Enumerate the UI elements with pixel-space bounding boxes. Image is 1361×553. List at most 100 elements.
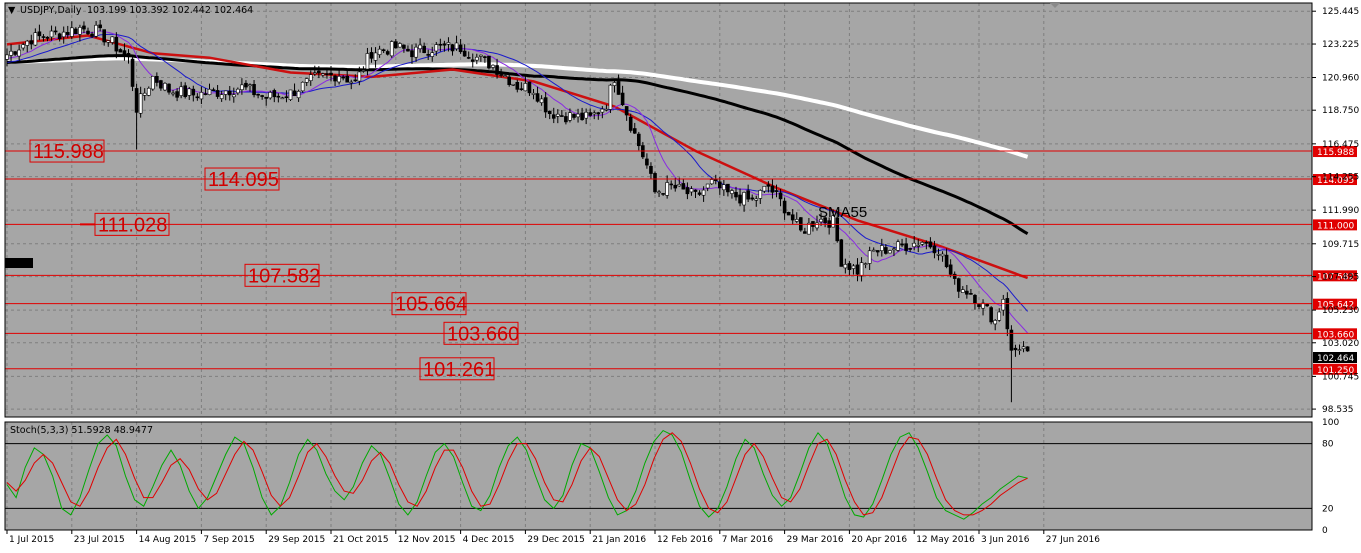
candle-body [227, 90, 232, 96]
y-tick-label: 107.495 [1322, 273, 1359, 283]
candle-body [823, 217, 827, 224]
price-axis: 125.445 123.225 120.960 118.750 116.475 114.2… [1312, 7, 1359, 415]
level-tag-box [1313, 146, 1357, 158]
candle-body [167, 83, 171, 93]
stochastic-panel[interactable] [5, 422, 1312, 530]
candle-body [924, 241, 929, 244]
candle-body [195, 96, 200, 99]
candle-body [576, 113, 580, 118]
candle-body [70, 27, 74, 37]
candle-body [499, 74, 503, 76]
candle-body [592, 112, 597, 115]
stoch-signal-line [6, 432, 1028, 516]
candle-body [98, 24, 102, 29]
y-tick-label: 116.475 [1322, 140, 1359, 150]
candle-body [568, 112, 572, 121]
candle-body [357, 71, 362, 82]
level-label-box [204, 167, 280, 191]
candle-body [730, 190, 734, 194]
x-tick-label: 14 Aug 2015 [139, 535, 197, 545]
level-tag-box [1313, 298, 1357, 310]
candle-body [393, 41, 398, 49]
y-tick-label: 103.020 [1322, 339, 1359, 349]
candle-body [430, 52, 435, 57]
candle-body [653, 173, 657, 193]
level-label: 115.988 [33, 141, 104, 163]
candle-body [616, 81, 621, 95]
candle-body [442, 43, 447, 46]
candle-body [82, 25, 86, 30]
candle-body [53, 30, 58, 33]
candle-body [884, 247, 888, 254]
level-tag: 105.642 [1317, 301, 1354, 311]
candle-body [940, 253, 945, 257]
candle-body [535, 93, 540, 102]
x-tick-label: 29 Mar 2016 [787, 535, 844, 545]
candle-body [159, 80, 163, 89]
candle-body [977, 304, 981, 307]
x-tick-label: 12 May 2016 [916, 535, 975, 545]
level-label-box [391, 292, 467, 316]
candle-body [831, 215, 836, 228]
candle-body [965, 290, 969, 295]
candle-body [778, 192, 783, 200]
candle-body [705, 183, 710, 189]
candle-body [604, 108, 609, 111]
level-tag: 114.095 [1317, 176, 1354, 186]
shift-marker-icon[interactable] [1050, 3, 1060, 8]
candle-body [288, 89, 293, 100]
candle-body [223, 90, 228, 95]
x-tick-label: 3 Jun 2016 [981, 535, 1030, 545]
candle-body [418, 44, 422, 50]
candle-body [495, 65, 499, 75]
candle-body [835, 217, 840, 242]
y-tick-label: 111.990 [1322, 206, 1359, 216]
candle-body [1005, 298, 1010, 330]
candle-body [1001, 298, 1006, 311]
candle-body [296, 91, 301, 99]
candle-body [762, 185, 767, 192]
candle-body [118, 49, 123, 53]
chart-menu-icon[interactable]: ▼ [8, 5, 16, 16]
candle-body [134, 88, 139, 113]
candle-body [470, 59, 475, 62]
candle-body [758, 190, 763, 199]
candle-body [191, 88, 196, 96]
candle-body [689, 188, 694, 193]
candle-body [9, 50, 13, 56]
stoch-tick-label: 100 [1322, 418, 1339, 428]
candle-body [402, 44, 406, 49]
candle-body [321, 73, 325, 76]
candle-body [588, 112, 593, 116]
candle-body [130, 58, 135, 87]
symbol-label: USDJPY,Daily [20, 5, 82, 16]
candle-body [102, 29, 106, 43]
level-tag-box [1313, 363, 1357, 375]
candle-body [645, 158, 649, 166]
candle-body [693, 189, 698, 192]
candle-body [709, 179, 714, 185]
candle-body [551, 114, 556, 119]
stoch-tick-label: 20 [1322, 504, 1334, 514]
candle-body [782, 200, 787, 214]
candle-body [264, 96, 269, 99]
candle-body [57, 33, 62, 39]
candle-body [944, 254, 949, 268]
candle-body [928, 241, 933, 248]
candle-body [333, 75, 337, 82]
candle-body [608, 84, 613, 110]
candle-body [345, 75, 350, 83]
y-tick-label: 123.225 [1322, 40, 1359, 50]
candle-body [717, 181, 722, 189]
candle-body [106, 40, 111, 43]
candle-body [337, 76, 341, 83]
candle-body [414, 46, 418, 58]
y-tick-label: 125.445 [1322, 7, 1359, 17]
x-tick-label: 4 Dec 2015 [463, 535, 515, 545]
level-tag: 101.250 [1317, 366, 1354, 376]
time-axis: 1 Jul 2015 23 Jul 2015 14 Aug 2015 7 Sep 20… [6, 530, 1100, 545]
candle-body [543, 97, 548, 113]
candle-body [726, 183, 730, 193]
candle-body [353, 79, 358, 82]
